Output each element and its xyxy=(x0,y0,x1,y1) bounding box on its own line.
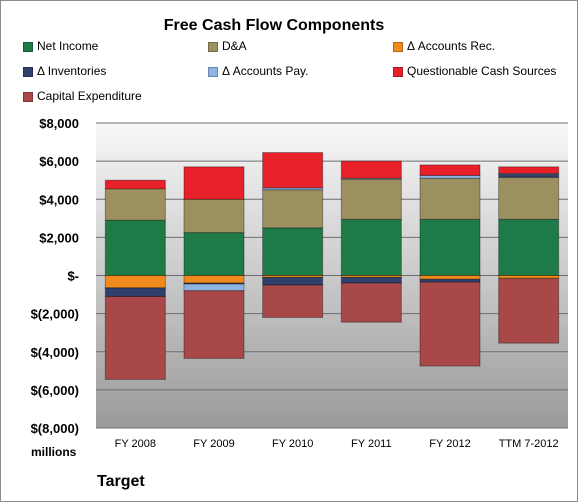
bar-delta-inventories-fy-2008 xyxy=(104,287,166,297)
bar-delta-accounts-rec-fy-2009 xyxy=(183,275,245,284)
bar-net-income-fy-2012 xyxy=(419,218,481,276)
y-tick-label: $(2,000) xyxy=(31,307,79,322)
bar-capital-expenditure-ttm-7-2012 xyxy=(498,277,560,344)
legend-item-capital-expenditure: Capital Expenditure xyxy=(23,89,142,103)
bar-d-a-fy-2012 xyxy=(419,177,481,220)
legend-label: Capital Expenditure xyxy=(37,89,142,103)
bar-questionable-cash-sources-ttm-7-2012 xyxy=(498,166,560,175)
y-tick-label: $(8,000) xyxy=(31,421,79,436)
legend-swatch xyxy=(23,66,33,77)
bar-delta-accounts-rec-fy-2008 xyxy=(104,275,166,289)
unit-label: millions xyxy=(31,445,77,459)
y-tick-label: $2,000 xyxy=(39,230,79,245)
bar-d-a-fy-2008 xyxy=(104,188,166,221)
y-tick-label: $6,000 xyxy=(39,154,79,169)
legend-label: Δ Inventories xyxy=(37,64,107,78)
bar-capital-expenditure-fy-2009 xyxy=(183,290,245,359)
bar-questionable-cash-sources-fy-2010 xyxy=(262,152,324,189)
legend-label: Δ Accounts Pay. xyxy=(222,64,309,78)
x-tick-label: TTM 7-2012 xyxy=(499,438,559,450)
bar-d-a-fy-2010 xyxy=(262,189,324,229)
legend-item-delta-inventories: Δ Inventories xyxy=(23,64,106,78)
legend-swatch xyxy=(208,66,218,77)
legend-swatch xyxy=(393,66,403,77)
bars xyxy=(104,152,560,380)
bar-net-income-ttm-7-2012 xyxy=(498,218,560,276)
legend-label: Net Income xyxy=(37,39,99,53)
bar-capital-expenditure-fy-2012 xyxy=(419,281,481,367)
bar-delta-inventories-fy-2010 xyxy=(262,276,324,286)
legend-label: Δ Accounts Rec. xyxy=(407,39,496,53)
bar-net-income-fy-2008 xyxy=(104,219,166,276)
bar-d-a-ttm-7-2012 xyxy=(498,176,560,220)
company-label: Target xyxy=(97,473,145,490)
x-tick-label: FY 2009 xyxy=(193,438,234,450)
y-axis-ticks: $8,000 $6,000 $4,000 $2,000 $- $(2,000) $(4,00… xyxy=(31,116,79,436)
legend-swatch xyxy=(23,41,33,52)
gridlines xyxy=(96,122,568,429)
legend-item-d-a: D&A xyxy=(208,39,247,53)
bar-capital-expenditure-fy-2008 xyxy=(104,295,166,380)
bar-net-income-fy-2010 xyxy=(262,227,324,276)
bar-d-a-fy-2011 xyxy=(340,178,402,220)
x-tick-label: FY 2010 xyxy=(272,438,313,450)
bar-delta-accounts-rec-fy-2012 xyxy=(419,275,481,280)
legend-label: D&A xyxy=(222,39,247,53)
bar-d-a-fy-2009 xyxy=(183,198,245,234)
bar-questionable-cash-sources-fy-2008 xyxy=(104,179,166,190)
bar-delta-accounts-pay-fy-2009 xyxy=(183,283,245,292)
y-tick-label: $- xyxy=(67,269,79,284)
x-axis-ticks: FY 2008 FY 2009 FY 2010 FY 2011 FY 2012 TTM 7… xyxy=(115,438,559,450)
y-tick-label: $(6,000) xyxy=(31,383,79,398)
bar-questionable-cash-sources-fy-2009 xyxy=(183,166,245,200)
y-tick-label: $8,000 xyxy=(39,116,79,131)
y-tick-label: $(4,000) xyxy=(31,345,79,360)
legend-swatch xyxy=(393,41,403,52)
bar-questionable-cash-sources-fy-2011 xyxy=(340,160,402,179)
bar-delta-inventories-fy-2011 xyxy=(340,276,402,284)
x-tick-label: FY 2008 xyxy=(115,438,156,450)
bar-questionable-cash-sources-fy-2012 xyxy=(419,164,481,176)
y-tick-label: $4,000 xyxy=(39,192,79,207)
x-tick-label: FY 2012 xyxy=(429,438,470,450)
bar-net-income-fy-2011 xyxy=(340,218,402,276)
bar-capital-expenditure-fy-2010 xyxy=(262,284,324,318)
legend-item-net-income: Net Income xyxy=(23,39,98,53)
bar-net-income-fy-2009 xyxy=(183,232,245,276)
legend-item-delta-accounts-rec: Δ Accounts Rec. xyxy=(393,39,495,53)
x-tick-label: FY 2011 xyxy=(351,438,392,450)
legend-label: Questionable Cash Sources xyxy=(407,64,557,78)
legend-item-delta-accounts-pay: Δ Accounts Pay. xyxy=(208,64,309,78)
chart-title: Free Cash Flow Components xyxy=(163,17,385,34)
bar-capital-expenditure-fy-2011 xyxy=(340,282,402,323)
legend-swatch xyxy=(23,91,33,102)
legend-swatch xyxy=(208,41,218,52)
legend-item-questionable-cash-sources: Questionable Cash Sources xyxy=(393,64,556,78)
